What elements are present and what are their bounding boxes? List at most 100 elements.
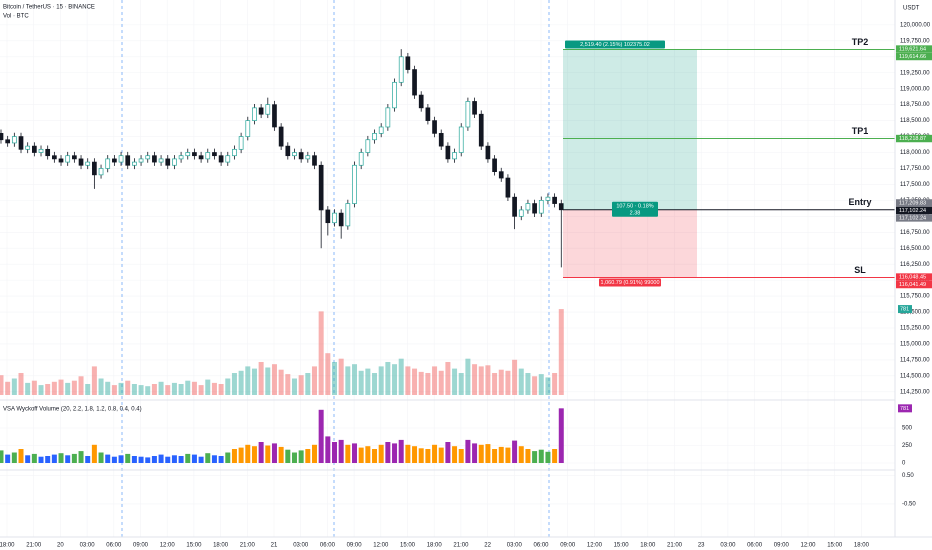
price-tag: 116,048.45 [899,274,926,280]
vsa-bar [418,448,424,463]
candle-body [552,196,557,204]
volume-bar [158,381,164,395]
x-tick-label: 21:00 [240,543,256,549]
candle-body [358,152,364,166]
y-tick-label: 114,750.00 [900,357,930,363]
vsa-bar [291,452,297,463]
candle-body [558,203,564,211]
volume-bar [545,377,551,395]
candle-body [118,155,124,163]
candle-body [18,136,24,150]
vsa-bar [438,447,444,463]
candle-body [218,155,224,163]
symbol-title: Bitcoin / TetherUS · 15 · BINANCE [3,5,95,11]
ratio-label: 2.38 [630,210,641,216]
x-tick-label: 21:00 [667,543,683,549]
x-tick-label: 12:00 [800,543,816,549]
x-tick-label: 18:00 [0,543,15,549]
vsa-bar [398,439,404,463]
candle-body [0,133,4,141]
candle-body [185,152,191,157]
volume-tag: 781 [900,307,909,313]
vsa-bar [378,444,384,463]
vsa-bar [332,442,337,463]
vsa-bar [558,408,564,463]
x-tick-label: 20 [57,543,64,549]
volume-bar [318,311,324,395]
vsa-bar [131,456,137,463]
volume-bar [51,381,57,395]
candle-body [238,136,244,150]
volume-bar [505,370,511,395]
x-tick-label: 06:00 [747,543,763,549]
x-tick-label: 15:00 [400,543,416,549]
candle-body [392,81,397,109]
vsa-bar [85,456,91,463]
volume-bar [538,374,544,395]
x-tick-label: 06:00 [533,543,549,549]
volume-bar [105,381,111,395]
vsa-bar [345,444,351,463]
candle-body [232,148,237,157]
candle-body [465,101,471,128]
vsa-bar [211,455,217,463]
volume-bar [245,366,251,395]
price-tag-bg [896,45,932,53]
vsa-bar [178,456,184,463]
vsa-bar [298,450,304,463]
volume-bar [518,368,524,395]
vsa-bar [518,446,524,463]
volume-bar [552,372,558,395]
vsa-bar [125,453,131,463]
stop-label: 1,060.79 (0.91%) 99000 [600,280,659,286]
candle-body [525,203,531,211]
candle-body [398,56,404,83]
volume-bar [31,380,37,395]
volume-bar [5,381,11,395]
vsa-bar [278,446,284,463]
vsa-bar [512,440,518,463]
candle-body [352,164,357,204]
vsa-bar [305,449,311,463]
volume-bar [265,367,271,395]
volume-bar [218,383,224,395]
candle-body [532,203,537,214]
vsa-bar [231,449,237,463]
vsa-bar [31,453,37,463]
candle-body [372,133,377,141]
vsa-bar [251,446,257,463]
y-tick-label: 115,250.00 [900,326,930,332]
level-name: Entry [848,197,871,207]
candle-body [92,161,97,176]
y-tick-label: 115,750.00 [900,294,930,300]
candle-body [245,120,251,137]
volume-bar [258,361,264,395]
volume-bar [65,382,71,395]
x-tick-label: 15:00 [614,543,630,549]
price-tag: 117,209.83 [899,200,926,206]
price-tag-bg [896,134,932,143]
volume-bar [211,382,217,395]
x-tick-label: 15:00 [186,543,202,549]
volume-bar [358,370,364,395]
volume-bar [392,364,398,395]
x-tick-label: 21:00 [26,543,42,549]
volume-bar [285,374,291,395]
vsa-bar [498,446,504,463]
y-tick-label: 117,750.00 [900,166,930,172]
volume-bar [485,365,491,395]
volume-bar [45,383,51,395]
vsa-bar [245,444,251,463]
volume-bar [325,353,331,395]
vsa-bar [25,455,31,463]
volume-bar [478,366,484,395]
vsa-bar [91,444,97,463]
candle-body [338,212,344,227]
candle-body [105,158,111,169]
y-tick-label: 120,000.00 [900,22,931,28]
candle-body [285,145,291,157]
volume-bar [352,364,358,395]
volume-bar [298,375,304,395]
vsa-bar [445,442,451,463]
candle-body [545,196,551,201]
